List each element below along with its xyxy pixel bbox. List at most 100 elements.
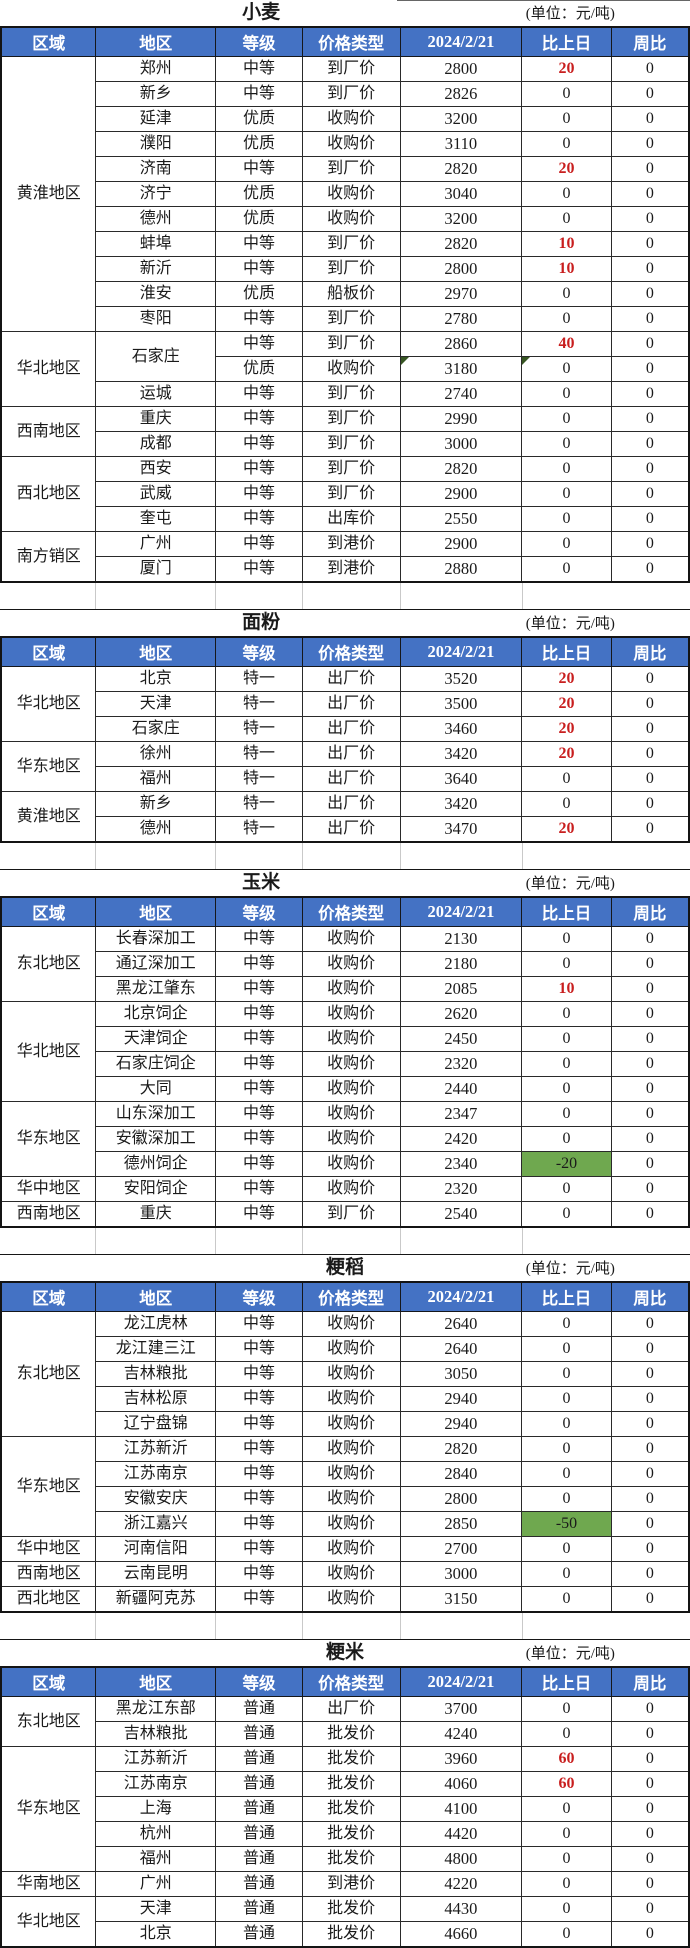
region-cell: 黄淮地区 xyxy=(0,56,97,332)
grade-cell: 中等 xyxy=(215,331,303,357)
price-cell: 4060 xyxy=(399,1771,523,1797)
table-row: 西南地区 重庆 中等 到厂价 2990 0 0 xyxy=(0,406,690,457)
week-change-cell: 0 xyxy=(610,406,690,432)
column-header: 区域 xyxy=(0,896,97,927)
change-cell: 0 xyxy=(521,1436,612,1462)
table-row: 德州饲企 中等 收购价 2340 -20 0 xyxy=(1,1151,690,1177)
grade-cell: 普通 xyxy=(215,1746,303,1772)
region-cell: 华东地区 xyxy=(0,1746,97,1872)
grade-cell: 普通 xyxy=(215,1696,303,1722)
table-row: 武威 中等 到厂价 2900 0 0 xyxy=(1,481,690,507)
section-separator xyxy=(0,1228,690,1255)
change-cell: 10 xyxy=(521,231,612,257)
price-cell: 2620 xyxy=(399,1001,523,1027)
place-cell: 运城 xyxy=(95,381,217,407)
column-header: 区域 xyxy=(0,1281,97,1312)
price-cell: 4660 xyxy=(399,1921,523,1948)
column-header: 区域 xyxy=(0,26,97,57)
change-cell: 20 xyxy=(521,816,612,843)
price-type-cell: 收购价 xyxy=(301,1411,401,1437)
column-header: 等级 xyxy=(215,1281,303,1312)
table-row: 天津饲企 中等 收购价 2450 0 0 xyxy=(1,1026,690,1052)
week-change-cell: 0 xyxy=(610,1561,690,1587)
price-type-cell: 收购价 xyxy=(301,1026,401,1052)
section-separator xyxy=(0,843,690,870)
place-cell: 天津 xyxy=(95,1896,217,1922)
grade-cell: 中等 xyxy=(215,1586,303,1613)
table-row: 吉林粮批 中等 收购价 3050 0 0 xyxy=(1,1361,690,1387)
table-row: 成都 中等 到厂价 3000 0 0 xyxy=(1,431,690,457)
price-cell: 2320 xyxy=(399,1176,523,1202)
price-type-cell: 出厂价 xyxy=(301,766,401,792)
grade-cell: 优质 xyxy=(215,281,303,307)
place-cell: 奎屯 xyxy=(95,506,217,532)
section-title-row: 粳稻 (单位：元/吨) xyxy=(0,1255,690,1281)
week-change-cell: 0 xyxy=(610,716,690,742)
week-change-cell: 0 xyxy=(610,556,690,583)
change-cell: 0 xyxy=(521,1336,612,1362)
place-cell: 安阳饲企 xyxy=(95,1176,217,1202)
week-change-cell: 0 xyxy=(610,531,690,557)
column-header: 等级 xyxy=(215,1666,303,1697)
column-header: 2024/2/21 xyxy=(399,1666,523,1697)
grade-cell: 优质 xyxy=(215,131,303,157)
place-cell: 江苏南京 xyxy=(95,1461,217,1487)
table-row: 江苏南京 中等 收购价 2840 0 0 xyxy=(1,1461,690,1487)
table-row: 华北地区 北京 特一 出厂价 3520 20 0 xyxy=(0,666,690,742)
place-cell: 武威 xyxy=(95,481,217,507)
place-cell: 河南信阳 xyxy=(95,1536,217,1562)
price-cell: 3110 xyxy=(399,131,523,157)
week-change-cell: 0 xyxy=(610,356,690,382)
price-type-cell: 出厂价 xyxy=(301,816,401,843)
week-change-cell: 0 xyxy=(610,1746,690,1772)
change-cell: -50 xyxy=(521,1511,612,1537)
change-cell: 0 xyxy=(521,1461,612,1487)
place-cell: 淮安 xyxy=(95,281,217,307)
week-change-cell: 0 xyxy=(610,1696,690,1722)
grade-cell: 普通 xyxy=(215,1821,303,1847)
table-row: 北京 普通 批发价 4660 0 0 xyxy=(1,1921,690,1948)
price-type-cell: 收购价 xyxy=(301,1386,401,1412)
section-title: 小麦 xyxy=(242,2,281,23)
column-header: 2024/2/21 xyxy=(399,636,523,667)
unit-label: (单位：元/吨) xyxy=(525,1646,615,1662)
change-cell: 0 xyxy=(521,1311,612,1337)
price-type-cell: 到厂价 xyxy=(301,381,401,407)
table-row: 华东地区 徐州 特一 出厂价 3420 20 0 xyxy=(0,741,690,792)
table-row: 厦门 中等 到港价 2880 0 0 xyxy=(1,556,690,583)
price-cell: 2840 xyxy=(399,1461,523,1487)
week-change-cell: 0 xyxy=(610,1076,690,1102)
table-row: 安徽安庆 中等 收购价 2800 0 0 xyxy=(1,1486,690,1512)
price-type-cell: 收购价 xyxy=(301,1361,401,1387)
change-cell: 0 xyxy=(521,106,612,132)
grade-cell: 中等 xyxy=(215,1411,303,1437)
region-cell: 西北地区 xyxy=(0,456,97,532)
price-type-cell: 收购价 xyxy=(301,1101,401,1127)
week-change-cell: 0 xyxy=(610,1386,690,1412)
header-row: 区域 地区 等级 价格类型 2024/2/21 比上日 周比 xyxy=(0,1281,690,1312)
week-change-cell: 0 xyxy=(610,381,690,407)
place-cell: 大同 xyxy=(95,1076,217,1102)
change-cell: 0 xyxy=(521,1821,612,1847)
grade-cell: 中等 xyxy=(215,1176,303,1202)
week-change-cell: 0 xyxy=(610,1586,690,1613)
section-title-row: 玉米 (单位：元/吨) xyxy=(0,870,690,896)
week-change-cell: 0 xyxy=(610,816,690,843)
price-cell: 4430 xyxy=(399,1896,523,1922)
price-cell: 3000 xyxy=(399,1561,523,1587)
price-type-cell: 出厂价 xyxy=(301,741,401,767)
place-cell: 黑龙江东部 xyxy=(95,1696,217,1722)
week-change-cell: 0 xyxy=(610,431,690,457)
table-row: 上海 普通 批发价 4100 0 0 xyxy=(1,1796,690,1822)
price-type-cell: 收购价 xyxy=(301,976,401,1002)
price-cell: 2880 xyxy=(399,556,523,583)
table-row: 新乡 中等 到厂价 2826 0 0 xyxy=(1,81,690,107)
price-type-cell: 到港价 xyxy=(301,1871,401,1897)
table-row: 黄淮地区 郑州 中等 到厂价 2800 20 0 xyxy=(0,56,690,332)
table-row: 黑龙江肇东 中等 收购价 2085 10 0 xyxy=(1,976,690,1002)
price-type-cell: 批发价 xyxy=(301,1721,401,1747)
price-type-cell: 到厂价 xyxy=(301,81,401,107)
price-type-cell: 批发价 xyxy=(301,1771,401,1797)
price-cell: 2420 xyxy=(399,1126,523,1152)
